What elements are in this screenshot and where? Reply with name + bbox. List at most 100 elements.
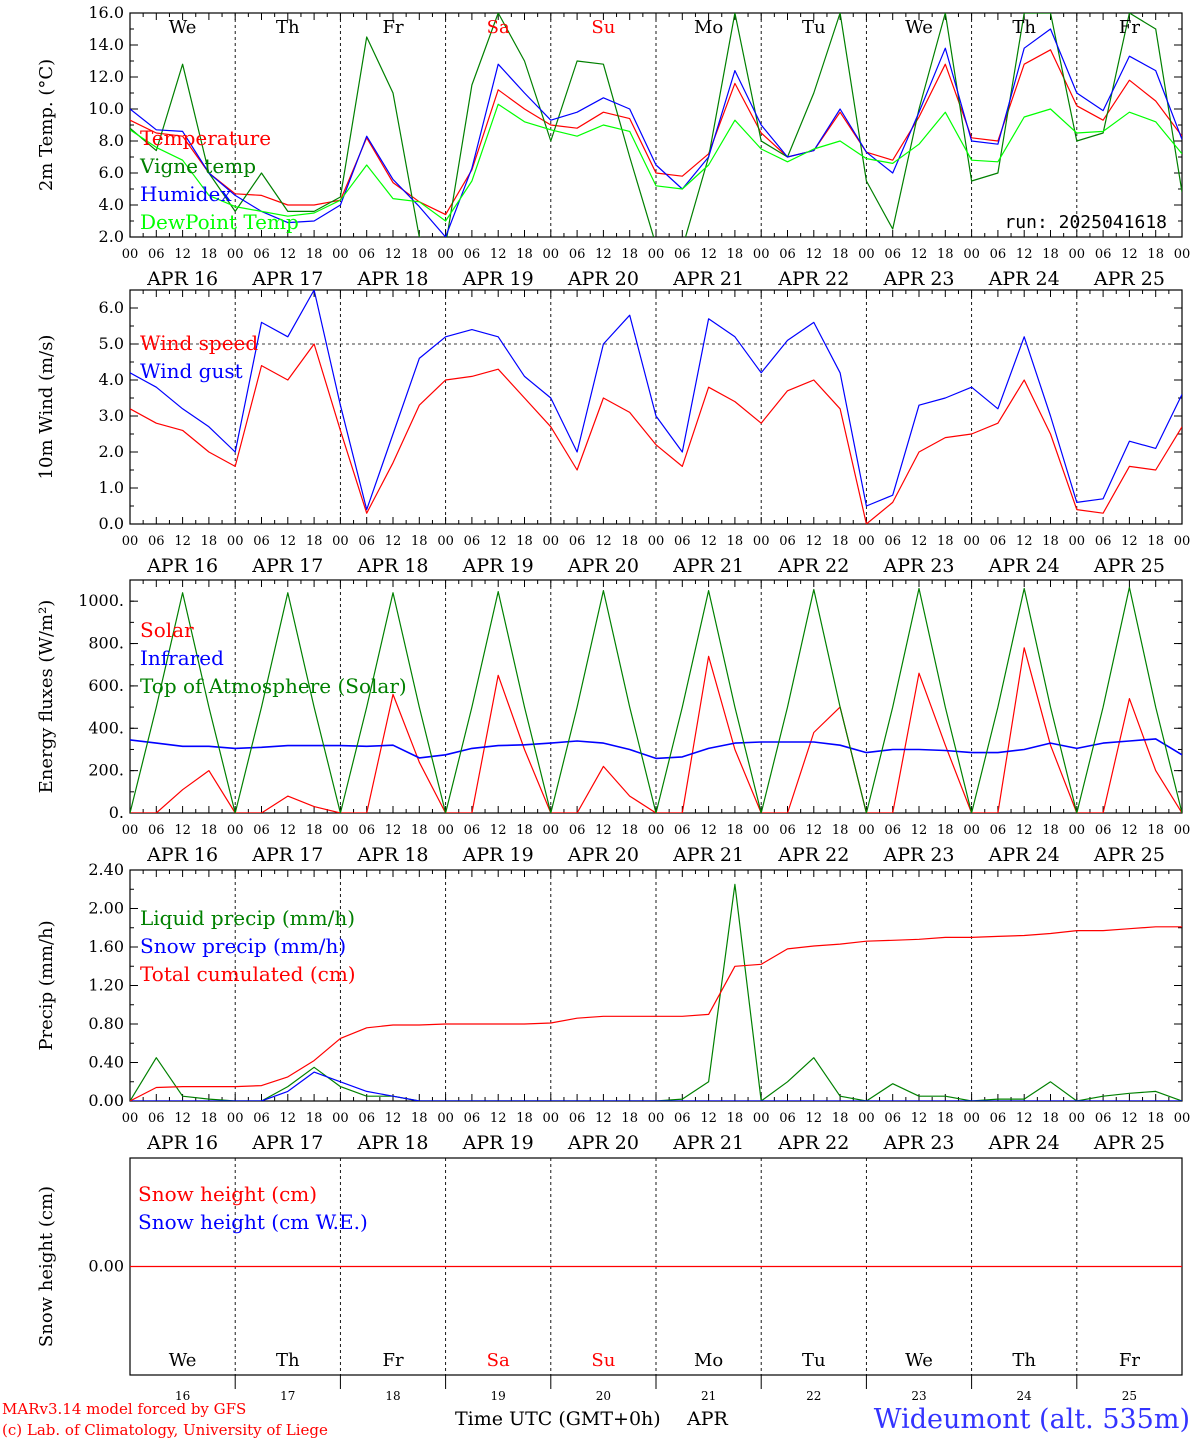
panel-3: 00 06 12 18 00 06 12 18 00 06 12 18 00 06 12 18 00 06 12 18… <box>36 579 1190 866</box>
x-hour-label: 12 <box>385 823 402 838</box>
x-date-label: APR 22 <box>777 268 849 290</box>
x-hour-label: 00 <box>963 247 980 262</box>
y-axis-label: 10m Wind (m/s) <box>36 335 57 480</box>
x-hour-label: 18 <box>306 247 323 262</box>
x-date-label: APR 20 <box>567 268 639 290</box>
x-hour-label: 12 <box>1121 1111 1138 1126</box>
day-number-label: 23 <box>911 1389 926 1403</box>
x-date-label: APR 17 <box>251 555 323 577</box>
day-name-label: Th <box>1012 17 1036 38</box>
x-hour-label: 06 <box>779 823 796 838</box>
x-hour-label: 12 <box>700 823 717 838</box>
x-date-label: APR 19 <box>462 1132 534 1154</box>
y-tick-label: 4.0 <box>99 195 124 214</box>
legend-snow-height-cm: Snow height (cm) <box>138 1182 317 1206</box>
x-hour-label: 00 <box>1069 1111 1086 1126</box>
x-hour-label: 00 <box>753 1111 770 1126</box>
day-name-label: Th <box>1012 1350 1036 1371</box>
series-temperature <box>130 49 1182 216</box>
x-hour-label: 06 <box>358 1111 375 1126</box>
y-tick-label: 0.00 <box>88 1091 124 1110</box>
x-hour-label: 06 <box>674 823 691 838</box>
y-tick-label: 3.0 <box>99 406 124 425</box>
x-hour-label: 12 <box>806 823 823 838</box>
day-number-label: 17 <box>280 1389 295 1403</box>
x-hour-label: 18 <box>937 534 954 549</box>
x-date-label: APR 21 <box>672 844 744 866</box>
x-hour-label: 06 <box>884 534 901 549</box>
day-number-label: 22 <box>806 1389 821 1403</box>
day-name-label: We <box>905 1350 933 1371</box>
day-name-label: Tu <box>802 1350 826 1371</box>
x-date-label: APR 20 <box>567 1132 639 1154</box>
x-hour-label: 18 <box>727 823 744 838</box>
x-hour-label: 18 <box>201 823 218 838</box>
day-number-label: 24 <box>1017 1389 1033 1403</box>
y-tick-label: 2.40 <box>88 860 124 879</box>
x-date-label: APR 23 <box>882 844 954 866</box>
x-date-label: APR 19 <box>462 844 534 866</box>
x-date-label: APR 25 <box>1093 1132 1165 1154</box>
x-hour-label: 12 <box>700 534 717 549</box>
x-hour-label: 00 <box>543 247 560 262</box>
x-hour-label: 12 <box>1121 823 1138 838</box>
x-hour-label: 06 <box>464 1111 481 1126</box>
x-hour-label: 00 <box>332 247 349 262</box>
x-hour-label: 00 <box>963 823 980 838</box>
legend-dewpoint-temp: DewPoint Temp <box>140 210 299 234</box>
x-hour-label: 12 <box>595 1111 612 1126</box>
x-date-label: APR 21 <box>672 1132 744 1154</box>
y-tick-label: 0. <box>109 803 124 822</box>
x-hour-label: 06 <box>674 534 691 549</box>
x-hour-label: 00 <box>1174 1111 1191 1126</box>
series-wind-gust <box>130 290 1182 511</box>
x-hour-label: 06 <box>253 247 270 262</box>
legend-snow-precip-mm-h: Snow precip (mm/h) <box>140 934 346 958</box>
x-hour-label: 06 <box>779 247 796 262</box>
x-hour-label: 12 <box>1016 247 1033 262</box>
x-hour-label: 06 <box>148 1111 165 1126</box>
day-name-label: Fr <box>382 1350 403 1371</box>
x-hour-label: 00 <box>227 247 244 262</box>
y-tick-label: 1000. <box>78 591 124 610</box>
x-hour-label: 00 <box>858 534 875 549</box>
x-hour-label: 00 <box>858 247 875 262</box>
series-wind-speed <box>130 343 1182 524</box>
x-date-label: APR 19 <box>462 555 534 577</box>
x-hour-label: 00 <box>122 247 139 262</box>
day-name-label: We <box>169 1350 197 1371</box>
day-name-label: Fr <box>1119 17 1140 38</box>
x-hour-label: 18 <box>306 1111 323 1126</box>
x-date-label: APR 23 <box>882 555 954 577</box>
x-hour-label: 00 <box>963 1111 980 1126</box>
y-tick-label: 1.60 <box>88 937 124 956</box>
legend-top-of-atmosphere-solar: Top of Atmosphere (Solar) <box>140 674 407 698</box>
x-hour-label: 18 <box>727 534 744 549</box>
x-hour-label: 18 <box>516 823 533 838</box>
y-tick-label: 4.0 <box>99 370 124 389</box>
x-hour-label: 06 <box>779 534 796 549</box>
x-hour-label: 00 <box>332 534 349 549</box>
legend-solar: Solar <box>140 618 194 642</box>
x-hour-label: 06 <box>674 1111 691 1126</box>
x-hour-label: 06 <box>148 823 165 838</box>
y-tick-label: 0.40 <box>88 1053 124 1072</box>
day-name-label: We <box>905 17 933 38</box>
x-hour-label: 00 <box>858 1111 875 1126</box>
x-date-label: APR 19 <box>462 268 534 290</box>
x-hour-label: 00 <box>1069 534 1086 549</box>
day-name-label: Fr <box>1119 1350 1140 1371</box>
x-date-label: APR 16 <box>146 1132 218 1154</box>
x-hour-label: 06 <box>464 823 481 838</box>
legend-wind-gust: Wind gust <box>140 359 243 383</box>
day-number-label: 18 <box>385 1389 400 1403</box>
x-hour-label: 12 <box>700 247 717 262</box>
legend-snow-height-cm-w-e: Snow height (cm W.E.) <box>138 1210 368 1234</box>
x-hour-label: 00 <box>648 534 665 549</box>
x-hour-label: 12 <box>700 1111 717 1126</box>
x-hour-label: 18 <box>201 534 218 549</box>
panel-4: 00 06 12 18 00 06 12 18 00 06 12 18 00 06 12 18 00 06 12 18… <box>36 860 1190 1154</box>
x-hour-label: 06 <box>148 534 165 549</box>
x-date-label: APR 22 <box>777 555 849 577</box>
